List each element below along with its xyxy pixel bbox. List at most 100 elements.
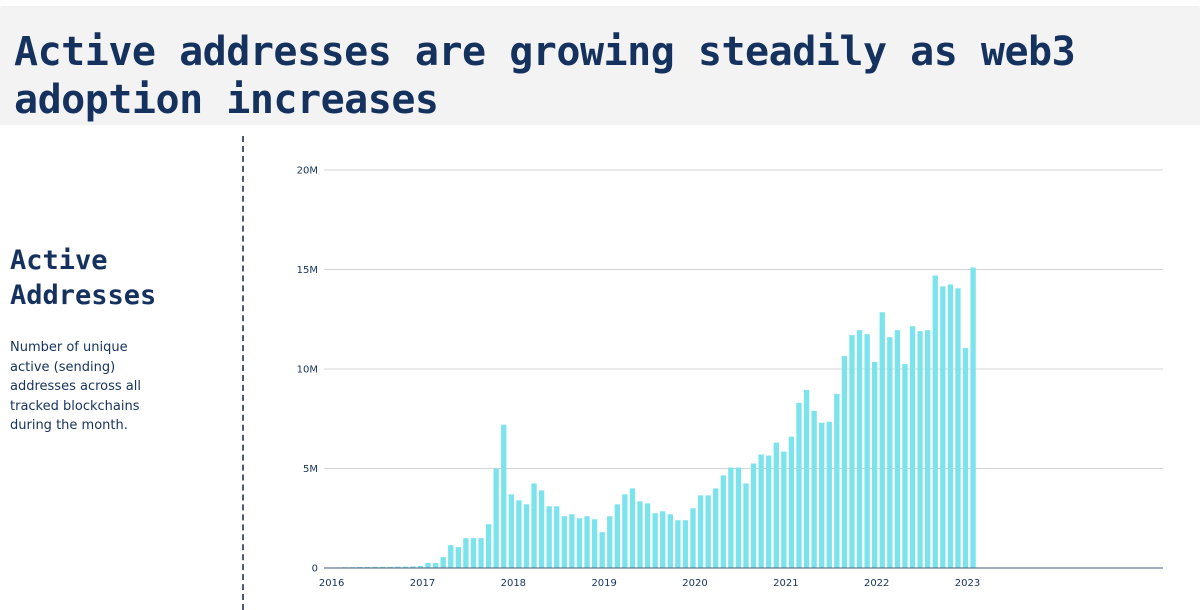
bar-2018-09 xyxy=(569,514,575,568)
bar-2017-07 xyxy=(463,538,469,568)
bar-2021-09 xyxy=(841,356,848,568)
y-tick-label: 20M xyxy=(297,166,318,177)
bar-2018-12 xyxy=(591,519,598,568)
bar-2017-08 xyxy=(470,538,477,568)
bar-2018-08 xyxy=(561,516,567,568)
header-banner: Active addresses are growing steadily as… xyxy=(0,6,1200,125)
bar-2017-11 xyxy=(493,468,499,568)
bar-2021-02 xyxy=(788,436,795,568)
bar-2018-05 xyxy=(538,490,545,568)
bar-2020-11 xyxy=(766,455,772,568)
bar-2020-09 xyxy=(750,463,757,568)
bar-2022-04 xyxy=(894,330,901,568)
bar-2021-07 xyxy=(826,421,832,568)
bar-2021-11 xyxy=(856,330,863,568)
bar-2017-05 xyxy=(448,545,454,568)
bar-2022-09 xyxy=(932,275,938,568)
x-tick-label: 2022 xyxy=(864,578,889,589)
bar-2022-10 xyxy=(940,286,946,568)
bar-2017-02 xyxy=(425,563,431,568)
bar-2021-12 xyxy=(864,334,870,568)
bar-2019-09 xyxy=(660,511,666,568)
x-tick-label: 2020 xyxy=(682,578,707,589)
bar-2021-06 xyxy=(819,422,825,568)
bar-2020-10 xyxy=(758,454,764,568)
bar-2021-04 xyxy=(803,389,810,568)
bar-2019-07 xyxy=(644,503,651,568)
bar-2021-03 xyxy=(796,402,802,568)
bar-2016-11 xyxy=(402,566,408,568)
bar-2022-03 xyxy=(887,337,893,568)
x-axis-ticks: 2016 2017 2018 2019 2020 2021 2022 2023 xyxy=(319,578,980,589)
bar-2019-01 xyxy=(599,532,605,568)
bar-2020-04 xyxy=(713,488,719,568)
metric-description: Number of unique active (sending) addres… xyxy=(10,340,141,433)
y-tick-label: 15M xyxy=(297,265,318,276)
bar-2020-08 xyxy=(743,483,749,568)
y-axis-ticks: 0 5M 10M 15M 20M xyxy=(297,166,318,575)
bar-2019-11 xyxy=(675,520,681,568)
bar-2016-10 xyxy=(395,566,401,568)
bar-2022-12 xyxy=(955,288,961,568)
bar-2017-06 xyxy=(455,547,461,568)
bar-2022-01 xyxy=(872,362,878,568)
bar-2017-01 xyxy=(417,566,424,568)
bar-2020-07 xyxy=(735,467,742,568)
bar-2021-01 xyxy=(781,451,787,568)
page-title: Active addresses are growing steadily as… xyxy=(14,29,1076,123)
bar-2016-12 xyxy=(410,566,416,568)
metric-title-line-1: Active xyxy=(10,245,108,276)
bar-2017-10 xyxy=(485,524,492,568)
bar-2017-03 xyxy=(432,563,439,568)
dashed-divider xyxy=(242,136,244,610)
bar-2021-10 xyxy=(849,335,855,568)
gridlines xyxy=(324,169,1163,469)
bar-2019-06 xyxy=(637,501,643,568)
bar-2018-04 xyxy=(531,483,537,568)
bar-2019-03 xyxy=(614,504,620,568)
bar-2022-11 xyxy=(947,284,954,568)
bar-2016-08 xyxy=(379,566,386,568)
bar-2020-01 xyxy=(690,508,696,568)
bar-2022-06 xyxy=(909,326,916,568)
bar-2019-10 xyxy=(667,514,673,568)
bar-2023-02 xyxy=(970,267,976,568)
bar-2020-03 xyxy=(705,495,711,568)
x-tick-label: 2021 xyxy=(773,578,798,589)
y-tick-label: 5M xyxy=(303,464,318,475)
bar-2020-06 xyxy=(728,467,734,568)
bar-2019-02 xyxy=(607,516,613,568)
bar-2019-12 xyxy=(682,520,689,568)
bar-2022-07 xyxy=(917,331,923,568)
bar-2022-02 xyxy=(879,312,885,568)
bar-2022-08 xyxy=(925,330,931,568)
bar-2022-05 xyxy=(902,364,908,568)
bar-2017-04 xyxy=(440,557,446,568)
x-tick-label: 2019 xyxy=(591,578,616,589)
bar-2017-12 xyxy=(501,424,507,568)
metric-title-line-2: Addresses xyxy=(10,280,157,311)
y-tick-label: 0 xyxy=(312,564,318,575)
bar-2020-05 xyxy=(720,475,726,568)
bar-2016-09 xyxy=(387,566,393,568)
metric-title: Active Addresses xyxy=(10,243,156,313)
x-tick-label: 2016 xyxy=(319,578,344,589)
bar-2016-07 xyxy=(372,566,378,568)
bar-2021-08 xyxy=(834,393,840,569)
bar-2019-05 xyxy=(629,488,636,568)
bar-2018-01 xyxy=(508,494,514,568)
active-addresses-bar-chart: 0 5M 10M 15M 20M 2016 2017 2018 2019 2020 2021 202… xyxy=(297,166,1163,589)
x-tick-label: 2018 xyxy=(501,578,526,589)
bar-2020-12 xyxy=(773,442,779,568)
bar-2019-04 xyxy=(622,494,628,568)
bar-2017-09 xyxy=(478,538,484,568)
bar-2023-01 xyxy=(962,348,969,568)
bar-2018-11 xyxy=(584,516,590,568)
bar-2018-10 xyxy=(576,518,583,568)
y-tick-label: 10M xyxy=(297,365,318,376)
bar-2018-02 xyxy=(516,500,522,568)
bars xyxy=(327,267,976,569)
bar-2020-02 xyxy=(697,495,704,568)
bar-2018-07 xyxy=(554,506,560,568)
